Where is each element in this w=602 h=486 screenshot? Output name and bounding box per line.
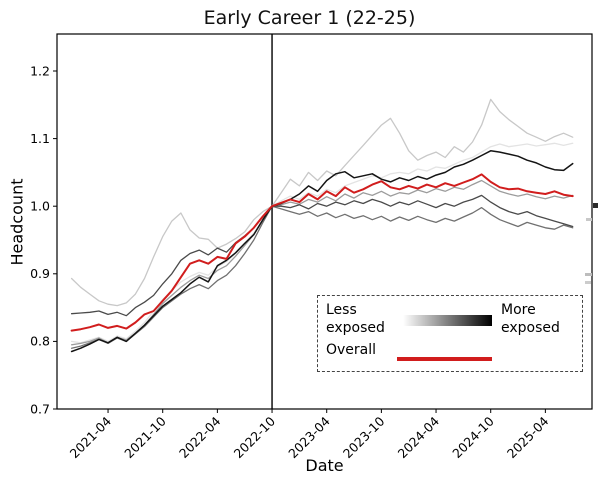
x-tick-label: 2023-10 [340, 413, 388, 461]
y-tick-label: 0.8 [30, 334, 50, 349]
legend: Less exposed More exposed Overall [317, 295, 583, 372]
legend-exposure-gradient-bar [403, 315, 492, 326]
series-line-exposure-group-3 [70, 179, 574, 346]
series-line-exposure-group-2 [70, 98, 574, 307]
clipped-edge-artifact [593, 203, 598, 208]
x-tick-label: 2023-04 [285, 413, 333, 461]
x-tick-label: 2024-04 [395, 413, 443, 461]
y-tick-label: 1.0 [30, 199, 50, 214]
series-line-exposure-group-6-most-exposed [70, 150, 574, 353]
series-line-overall [70, 173, 574, 332]
x-axis-label: Date [305, 456, 344, 475]
y-tick-label: 0.7 [30, 401, 50, 416]
series-line-exposure-group-4 [70, 205, 574, 349]
clipped-edge-artifact [585, 273, 592, 276]
x-tick-label: 2025-04 [504, 413, 552, 461]
y-tick-label: 1.2 [30, 63, 50, 78]
y-tick-label: 1.1 [30, 131, 50, 146]
y-tick-label: 0.9 [30, 266, 50, 281]
legend-label-overall: Overall [326, 342, 377, 358]
x-tick-label: 2022-10 [231, 413, 279, 461]
legend-label-less-exposed: Less exposed [326, 302, 385, 337]
clipped-edge-artifact [586, 218, 592, 221]
x-tick-label: 2021-04 [67, 413, 115, 461]
legend-label-more-exposed: More exposed [501, 302, 560, 337]
x-tick-label: 2022-04 [176, 413, 224, 461]
series-line-exposure-group-5 [70, 194, 574, 317]
x-tick-label: 2024-10 [449, 413, 497, 461]
clipped-edge-artifact [585, 281, 591, 284]
x-tick-label: 2021-10 [121, 413, 169, 461]
chart-title: Early Career 1 (22-25) [203, 7, 416, 29]
legend-overall-line-swatch [397, 357, 492, 361]
axes-frame [56, 33, 593, 410]
